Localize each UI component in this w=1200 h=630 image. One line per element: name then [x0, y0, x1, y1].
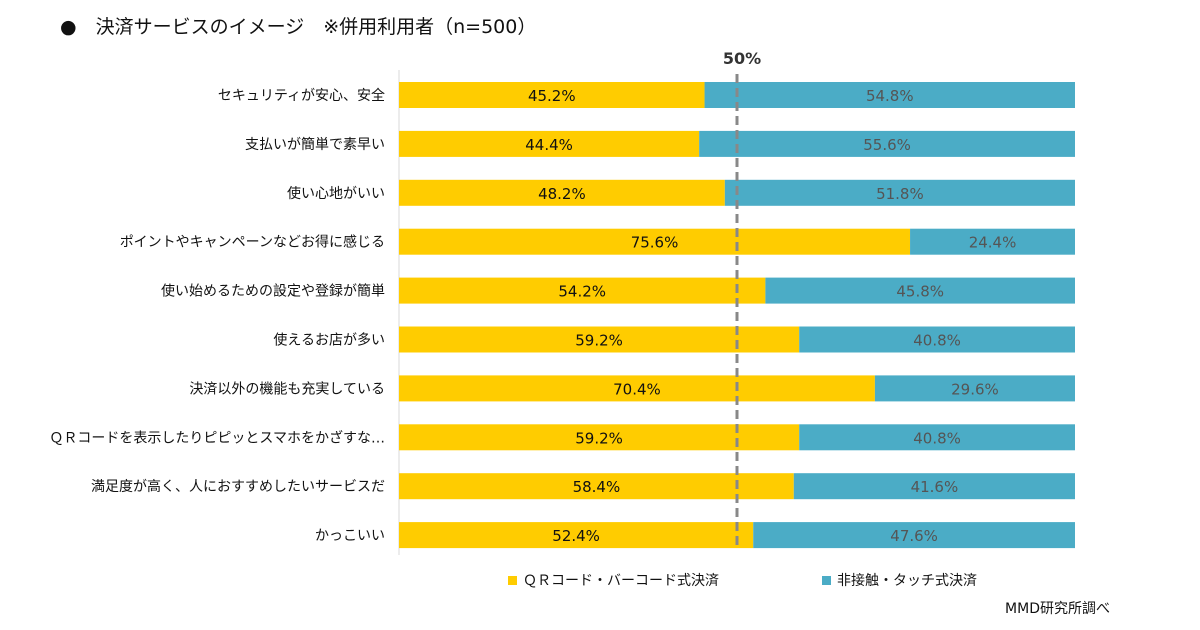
data-label: 51.8% [876, 185, 924, 203]
data-label: 58.4% [573, 478, 621, 496]
category-label: 使えるお店が多い [273, 332, 385, 349]
data-label: 52.4% [552, 527, 600, 545]
data-label: 40.8% [913, 332, 961, 350]
category-label: 使い心地がいい [287, 185, 385, 202]
bar-segment [399, 375, 875, 402]
data-label: 40.8% [913, 429, 961, 447]
category-label: 支払いが簡単で素早い [245, 137, 385, 153]
category-label: かっこいい [315, 528, 385, 544]
data-label: 54.2% [558, 283, 606, 301]
chart-title: ● 決済サービスのイメージ ※併用利用者（n=500） [60, 16, 537, 38]
category-label: セキュリティが安心、安全 [218, 87, 385, 104]
bar-segment [399, 424, 800, 451]
data-label: 48.2% [538, 185, 586, 203]
bar-segment [399, 473, 794, 500]
bar-segment [793, 473, 1075, 500]
bar-segment [399, 277, 766, 304]
data-label: 59.2% [575, 429, 623, 447]
bar-segment [799, 326, 1075, 353]
legend-swatch-contactless [822, 575, 831, 585]
bar-segment [753, 522, 1075, 549]
bar-segment [399, 228, 911, 255]
data-label: 47.6% [890, 527, 938, 545]
data-label: 55.6% [863, 136, 911, 154]
category-label: ＱＲコードを表示したりピピッとスマホをかざすな… [49, 429, 385, 446]
category-label: 満足度が高く、人におすすめしたいサービスだ [91, 478, 385, 495]
category-label: 使い始めるための設定や登録が簡単 [161, 283, 385, 300]
legend-item-contactless: 非接触・タッチ式決済 [822, 570, 977, 590]
source-note: MMD研究所調べ [1005, 601, 1110, 617]
legend-label-contactless: 非接触・タッチ式決済 [837, 573, 977, 589]
data-label: 41.6% [911, 478, 959, 496]
data-label: 75.6% [631, 234, 679, 252]
data-label: 70.4% [613, 380, 661, 398]
bar-segment [399, 326, 800, 353]
reference-line-label: 50% [723, 49, 761, 68]
bar-segment [910, 228, 1075, 255]
data-label: 44.4% [525, 136, 573, 154]
bar-segment [874, 375, 1075, 402]
data-label: 54.8% [866, 87, 914, 105]
category-label: 決済以外の機能も充実している [189, 381, 385, 397]
data-label: 59.2% [575, 332, 623, 350]
bar-segment [765, 277, 1075, 304]
bar-segment [724, 179, 1075, 206]
bar-segment [704, 82, 1075, 108]
bar-segment [399, 522, 754, 549]
data-label: 45.8% [896, 283, 944, 301]
data-label: 29.6% [951, 380, 999, 398]
bar-segment [799, 424, 1075, 451]
legend-item-qr: ＱＲコード・バーコード式決済 [508, 570, 719, 590]
bar-segment [699, 130, 1075, 157]
bar-segment [399, 82, 705, 108]
legend-label-qr: ＱＲコード・バーコード式決済 [523, 573, 719, 589]
bar-segment [399, 179, 725, 206]
legend-swatch-qr [508, 575, 517, 585]
bar-segment [399, 130, 700, 157]
category-label: ポイントやキャンペーンなどお得に感じる [120, 234, 385, 251]
data-label: 24.4% [969, 234, 1017, 252]
data-label: 45.2% [528, 87, 576, 105]
